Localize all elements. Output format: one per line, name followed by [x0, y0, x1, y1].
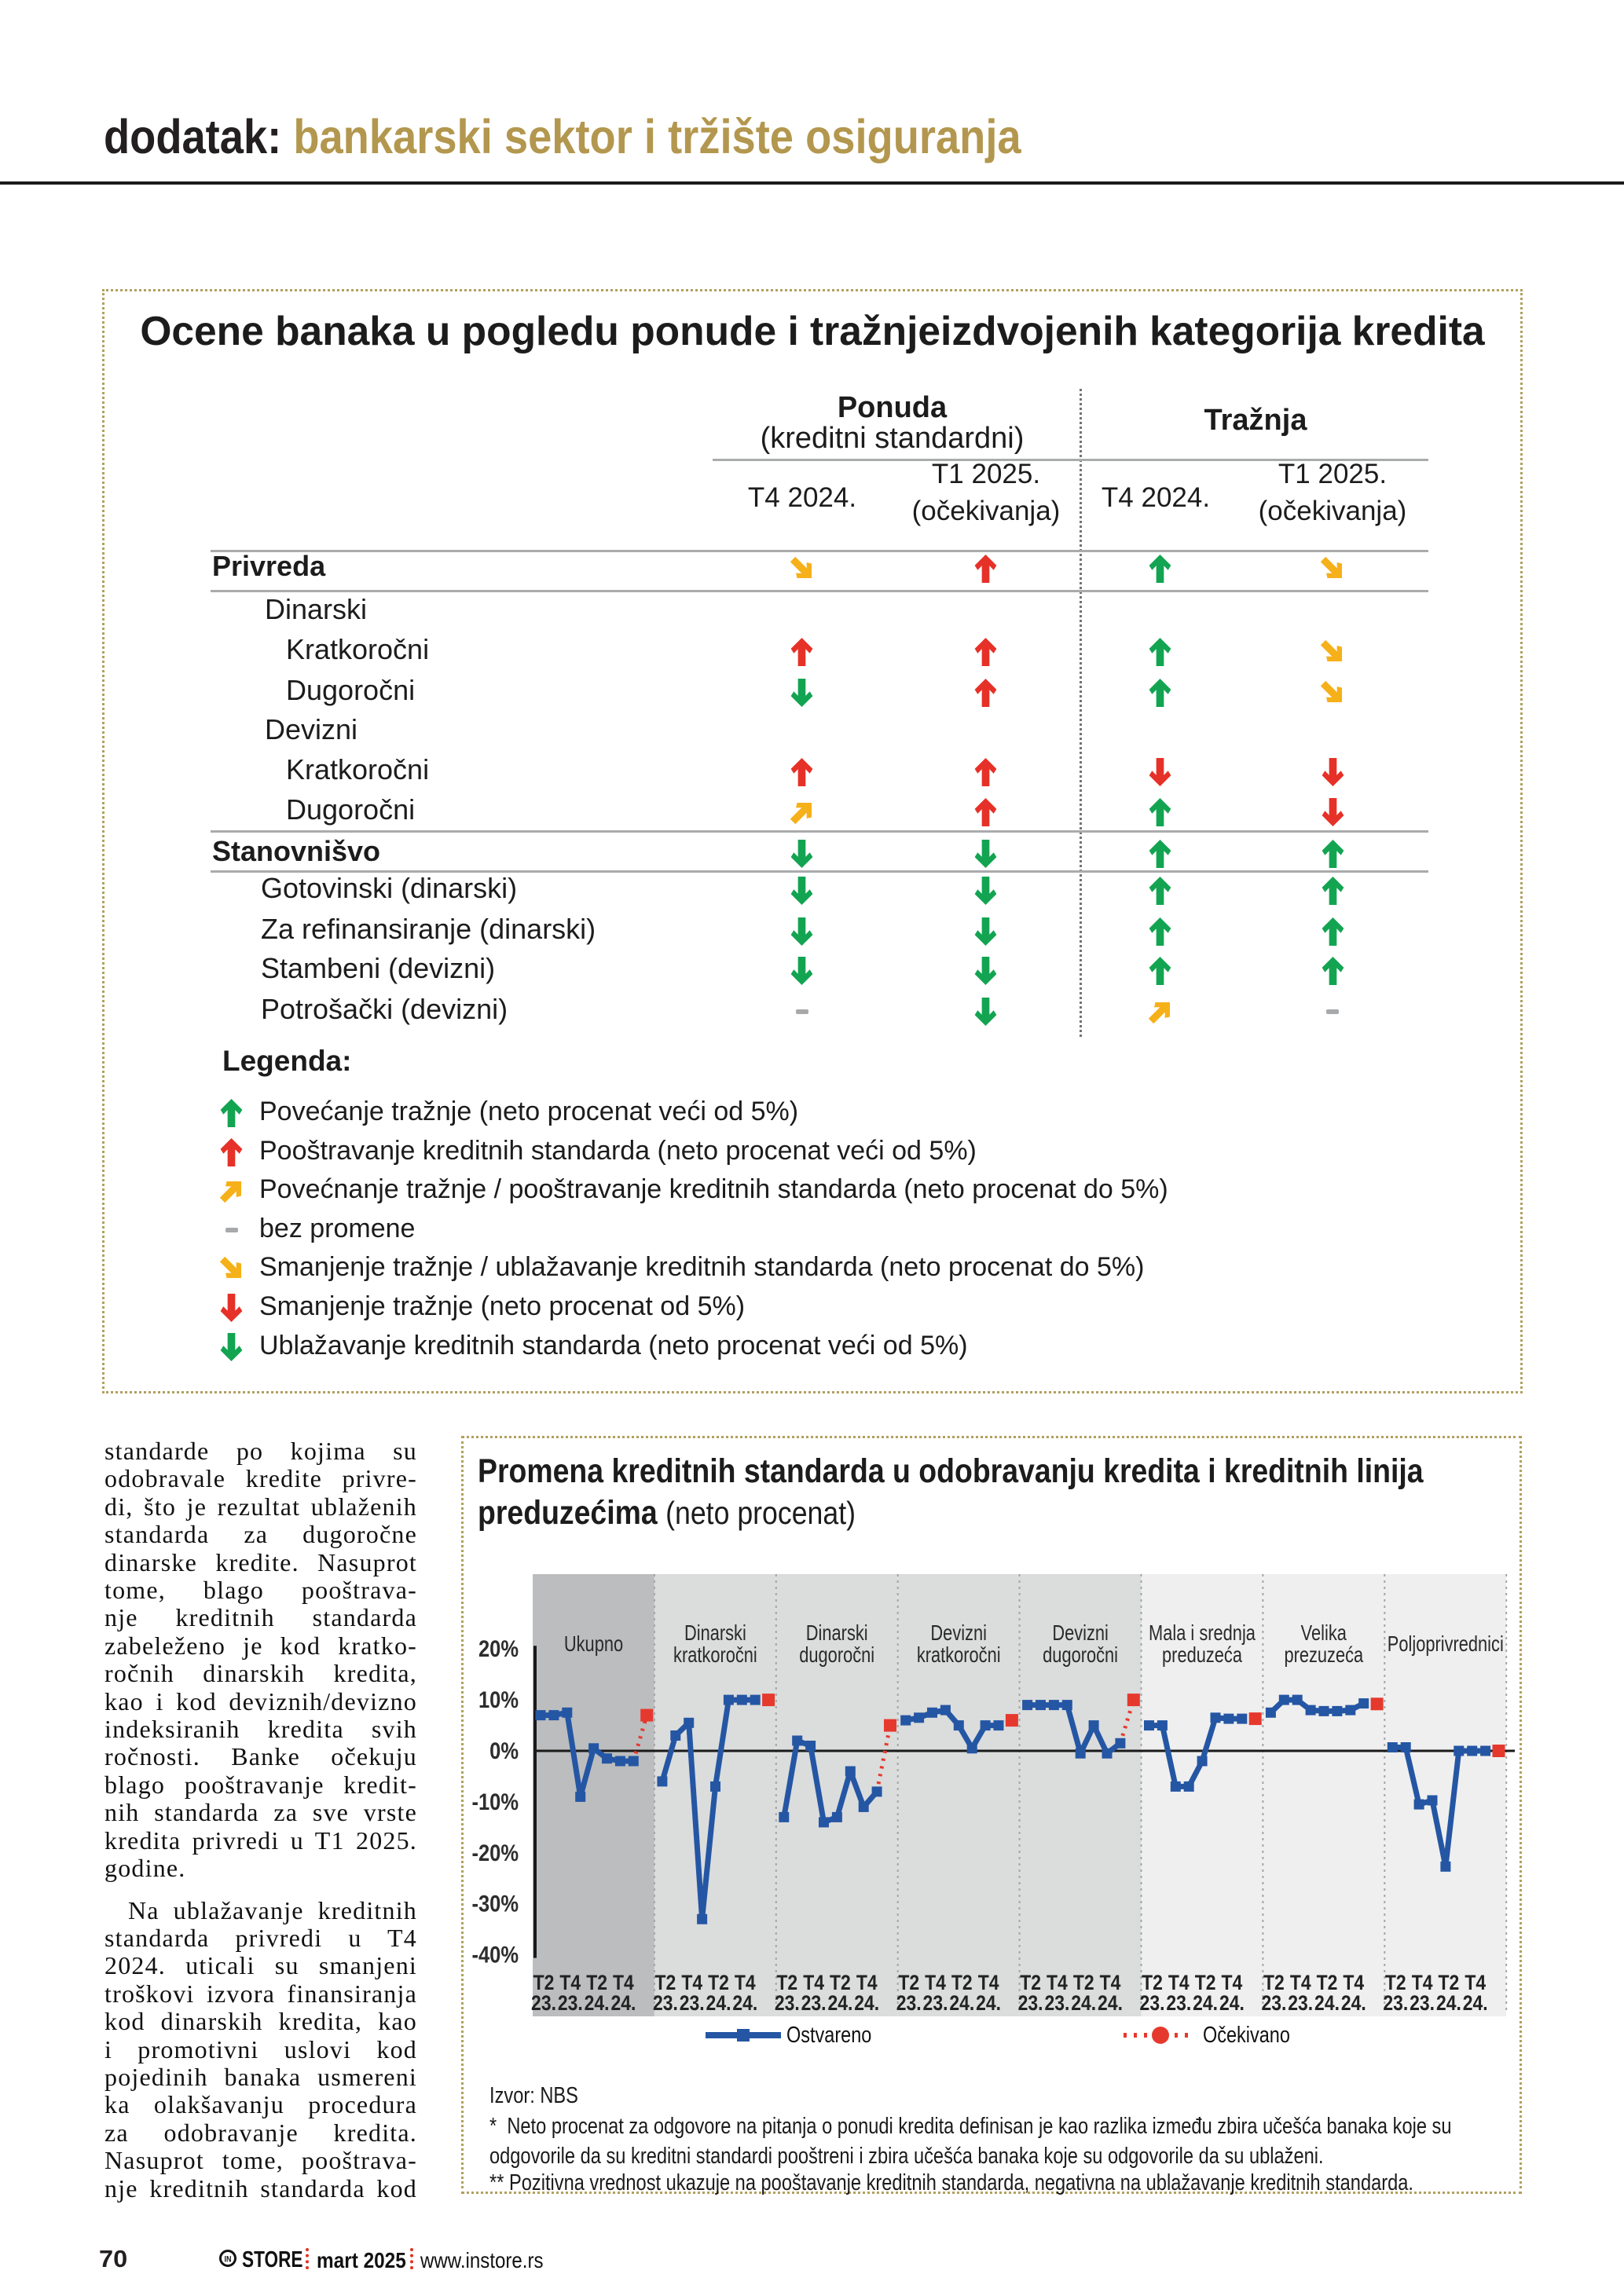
svg-text:Očekivano: Očekivano [1203, 2022, 1290, 2048]
svg-text:T2: T2 [1073, 1971, 1094, 1994]
svg-text:23.: 23. [653, 1991, 678, 2015]
svg-text:24.: 24. [1193, 1991, 1218, 2015]
svg-text:-30%: -30% [471, 1891, 519, 1917]
svg-text:10%: 10% [478, 1686, 519, 1712]
svg-text:23.: 23. [558, 1991, 583, 2015]
svg-text:23.: 23. [1261, 1991, 1286, 2015]
svg-text:24.: 24. [1341, 1991, 1366, 2015]
svg-text:23.: 23. [896, 1991, 922, 2015]
svg-text:Ostvareno: Ostvareno [786, 2022, 871, 2048]
svg-text:0%: 0% [489, 1738, 519, 1763]
svg-text:24.: 24. [827, 1991, 852, 2015]
svg-text:T4: T4 [856, 1971, 878, 1994]
svg-text:T4: T4 [1343, 1971, 1364, 1994]
svg-text:T2: T2 [533, 1971, 555, 1994]
svg-text:23.: 23. [1018, 1991, 1043, 2015]
svg-text:20%: 20% [478, 1635, 519, 1661]
svg-text:T2: T2 [1020, 1971, 1041, 1994]
svg-text:23.: 23. [1140, 1991, 1165, 2015]
svg-text:Dinarski: Dinarski [684, 1620, 746, 1645]
svg-text:T4: T4 [1047, 1971, 1068, 1994]
svg-text:24.: 24. [1463, 1991, 1488, 2015]
svg-text:T4: T4 [1412, 1971, 1433, 1994]
svg-text:23.: 23. [801, 1991, 827, 2015]
svg-text:T2: T2 [1142, 1971, 1163, 1994]
svg-text:Poljoprivrednici: Poljoprivrednici [1388, 1631, 1504, 1656]
svg-text:dugoročni: dugoročni [1043, 1642, 1118, 1667]
svg-text:24.: 24. [854, 1991, 879, 2015]
svg-text:Mala i srednja: Mala i srednja [1149, 1620, 1256, 1645]
svg-text:23.: 23. [1410, 1991, 1435, 2015]
svg-text:24.: 24. [949, 1991, 974, 2015]
svg-text:T4: T4 [978, 1971, 999, 1994]
svg-text:Ukupno: Ukupno [564, 1631, 623, 1656]
svg-text:T2: T2 [1195, 1971, 1216, 1994]
svg-text:23.: 23. [1383, 1991, 1408, 2015]
svg-text:T4: T4 [1290, 1971, 1311, 1994]
svg-text:T4: T4 [1100, 1971, 1121, 1994]
svg-text:23.: 23. [1044, 1991, 1069, 2015]
svg-text:23.: 23. [923, 1991, 948, 2015]
svg-text:T4: T4 [735, 1971, 756, 1994]
svg-text:prezuzeća: prezuzeća [1284, 1642, 1363, 1667]
svg-text:T2: T2 [1317, 1971, 1338, 1994]
svg-text:-20%: -20% [471, 1840, 519, 1866]
svg-text:dugoročni: dugoročni [799, 1642, 874, 1667]
svg-text:kratkoročni: kratkoročni [917, 1642, 1001, 1667]
svg-text:T4: T4 [613, 1971, 634, 1994]
svg-text:24.: 24. [1098, 1991, 1123, 2015]
svg-text:23.: 23. [775, 1991, 800, 2015]
svg-text:T2: T2 [586, 1971, 607, 1994]
svg-text:24.: 24. [1436, 1991, 1461, 2015]
svg-text:23.: 23. [1166, 1991, 1191, 2015]
svg-text:23.: 23. [680, 1991, 705, 2015]
svg-text:24.: 24. [732, 1991, 757, 2015]
svg-text:24.: 24. [1314, 1991, 1340, 2015]
svg-text:Dinarski: Dinarski [806, 1620, 868, 1645]
svg-text:T2: T2 [655, 1971, 676, 1994]
svg-text:T2: T2 [708, 1971, 729, 1994]
svg-text:T4: T4 [803, 1971, 824, 1994]
svg-text:T2: T2 [1385, 1971, 1406, 1994]
svg-text:23.: 23. [531, 1991, 556, 2015]
svg-text:23.: 23. [1288, 1991, 1313, 2015]
svg-text:T2: T2 [830, 1971, 851, 1994]
svg-text:T4: T4 [925, 1971, 946, 1994]
svg-text:T2: T2 [951, 1971, 973, 1994]
svg-text:24.: 24. [585, 1991, 610, 2015]
svg-text:T4: T4 [559, 1971, 581, 1994]
svg-text:-10%: -10% [471, 1789, 519, 1814]
svg-text:-40%: -40% [471, 1942, 519, 1968]
svg-text:24.: 24. [1219, 1991, 1245, 2015]
svg-text:T4: T4 [1465, 1971, 1486, 1994]
svg-text:Devizni: Devizni [1052, 1620, 1109, 1645]
svg-text:24.: 24. [610, 1991, 636, 2015]
svg-text:24.: 24. [976, 1991, 1001, 2015]
svg-text:24.: 24. [1071, 1991, 1096, 2015]
svg-text:T2: T2 [1263, 1971, 1285, 1994]
svg-text:T4: T4 [1168, 1971, 1190, 1994]
svg-text:IN: IN [225, 2255, 232, 2265]
svg-text:Devizni: Devizni [930, 1620, 987, 1645]
svg-text:preduzeća: preduzeća [1162, 1642, 1242, 1667]
svg-text:kratkoročni: kratkoročni [673, 1642, 757, 1667]
svg-text:T4: T4 [1222, 1971, 1243, 1994]
svg-text:24.: 24. [706, 1991, 731, 2015]
svg-text:T4: T4 [681, 1971, 702, 1994]
svg-text:T2: T2 [1439, 1971, 1460, 1994]
svg-text:T2: T2 [898, 1971, 919, 1994]
svg-text:T2: T2 [776, 1971, 797, 1994]
svg-text:Velika: Velika [1301, 1620, 1347, 1645]
